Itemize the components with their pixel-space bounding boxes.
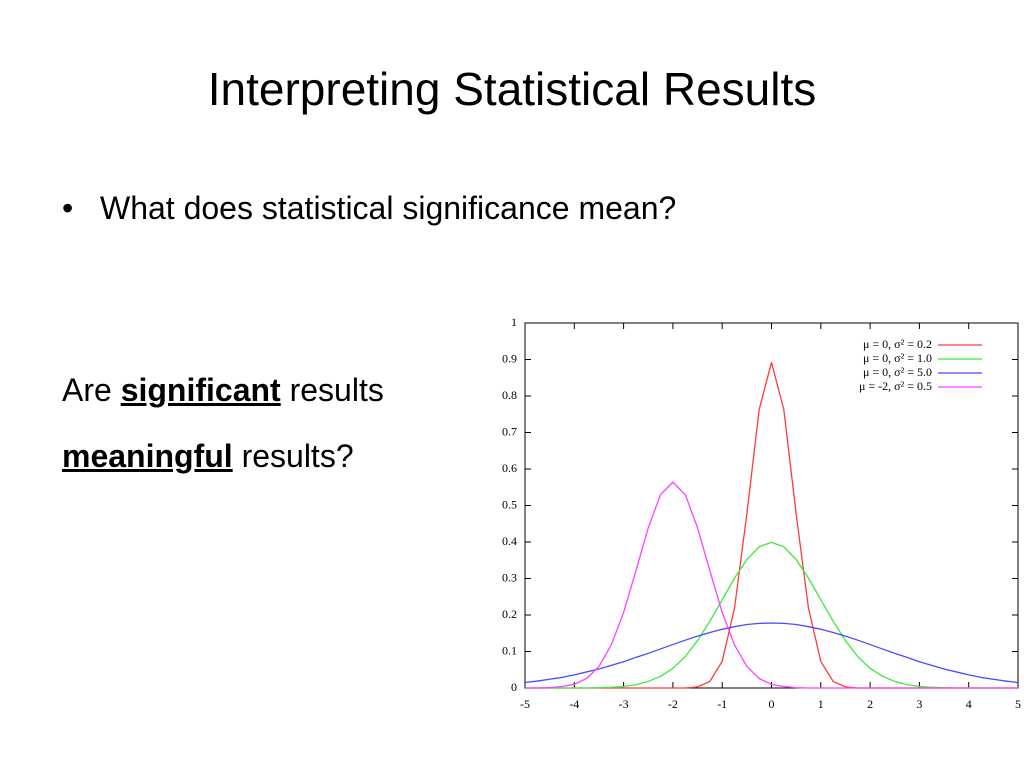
x-tick-label: 5 — [1015, 697, 1021, 711]
y-tick-label: 0 — [511, 680, 517, 694]
y-tick-label: 0.1 — [502, 643, 517, 657]
slide-title: Interpreting Statistical Results — [207, 63, 817, 115]
emphasis: meaningful — [62, 438, 233, 474]
x-tick-label: 2 — [867, 697, 873, 711]
text: results? — [241, 438, 354, 474]
x-tick-label: -3 — [619, 697, 629, 711]
series-line — [524, 622, 1019, 684]
bullet-list: What does statistical significance mean? — [62, 190, 676, 227]
legend-label: μ = 0, σ² = 1.0 — [863, 351, 932, 365]
x-tick-label: -4 — [569, 697, 579, 711]
y-tick-label: 0.9 — [502, 351, 517, 365]
y-tick-label: 0.7 — [502, 424, 517, 438]
chart: 0 0.1 0.2 0.3 0.4 0.5 0.6 0.7 0.8 0.9 1 -5 -4 -3 -2 -1 0… — [502, 315, 1021, 711]
x-tick-label: 4 — [966, 697, 972, 711]
series-line — [525, 481, 1018, 689]
legend-label: μ = -2, σ² = 0.5 — [859, 379, 932, 393]
plot-frame — [524, 322, 1019, 689]
x-tick-label: 0 — [769, 697, 775, 711]
y-tick-label: 0.3 — [502, 570, 517, 584]
text: results — [289, 372, 384, 408]
emphasis: significant — [120, 372, 281, 408]
series-line — [525, 361, 1018, 689]
y-tick-label: 0.8 — [502, 388, 517, 402]
y-tick-label: 0.2 — [502, 607, 517, 621]
y-tick-label: 1 — [511, 315, 517, 329]
x-tick-label: 1 — [818, 697, 824, 711]
y-tick-label: 0.4 — [502, 534, 517, 548]
bullet: What does statistical significance mean? — [62, 190, 676, 227]
y-tick-label: 0.5 — [502, 497, 517, 511]
paragraph: meaningful results? — [62, 438, 354, 475]
x-tick-label: -2 — [668, 697, 678, 711]
paragraph: Are significant results — [62, 372, 384, 409]
x-tick-label: -1 — [717, 697, 727, 711]
text: Are — [62, 372, 112, 408]
legend-label: μ = 0, σ² = 0.2 — [863, 337, 932, 351]
x-tick-label: 3 — [916, 697, 922, 711]
legend-label: μ = 0, σ² = 5.0 — [863, 365, 932, 379]
y-tick-label: 0.6 — [502, 461, 517, 475]
x-tick-label: -5 — [520, 697, 530, 711]
